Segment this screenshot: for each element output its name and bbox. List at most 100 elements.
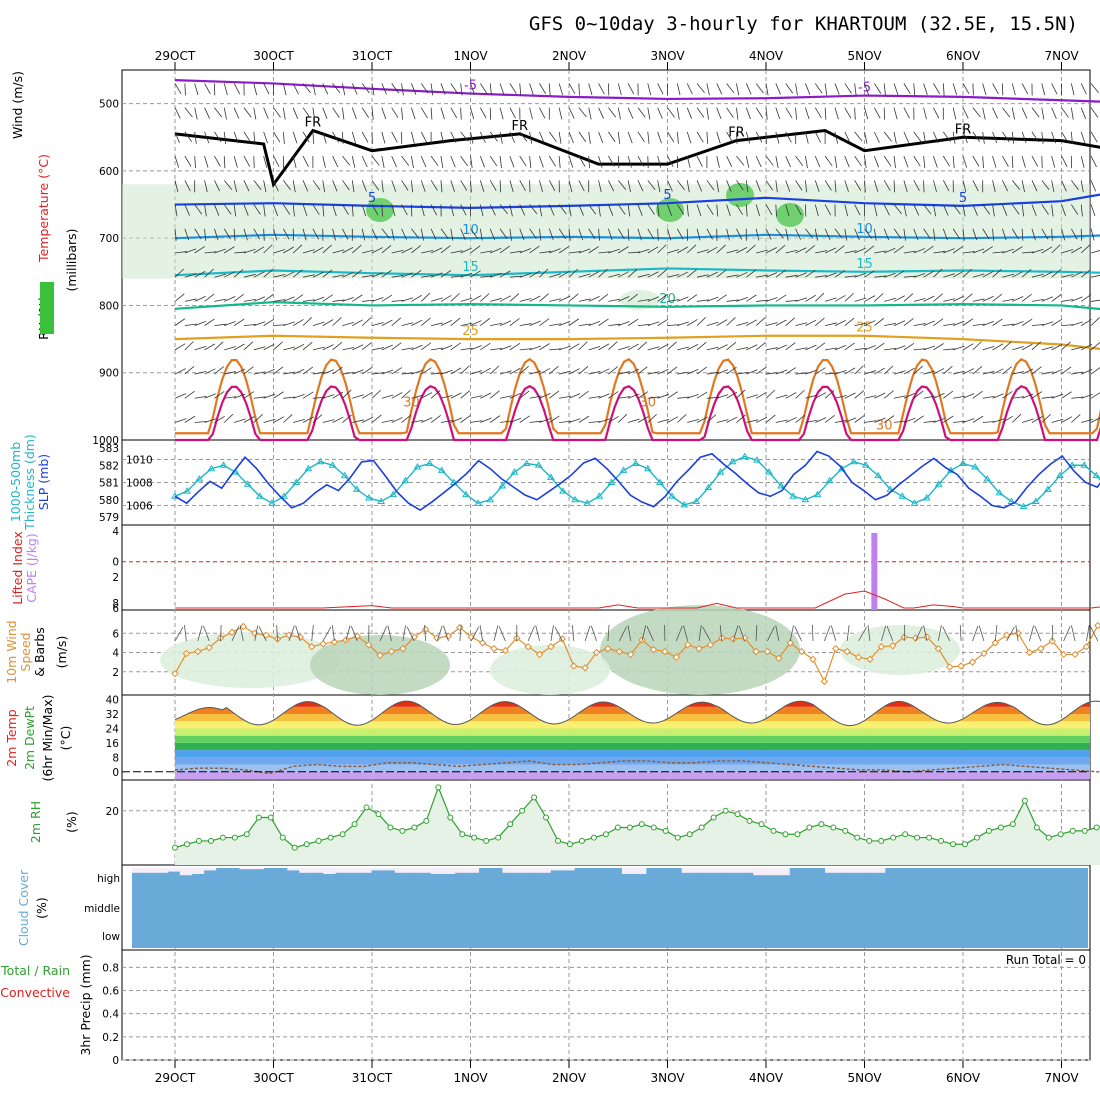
wind-barb bbox=[667, 416, 679, 423]
wind-barb bbox=[174, 318, 186, 326]
wind-barb bbox=[430, 83, 434, 96]
wind-barb bbox=[1071, 414, 1081, 423]
y-tick-label: 20 bbox=[106, 806, 119, 818]
wind-speed-point bbox=[889, 642, 897, 650]
wind-barb bbox=[1031, 341, 1042, 351]
wind-barb bbox=[460, 204, 467, 216]
rh2m-point bbox=[195, 837, 202, 844]
wind-barb bbox=[184, 415, 196, 423]
wind-barb bbox=[657, 294, 668, 302]
wind-barb bbox=[687, 369, 699, 375]
wind-barb bbox=[253, 246, 265, 254]
wind-barb bbox=[824, 107, 827, 120]
thickness-point bbox=[171, 492, 179, 499]
temperature-band bbox=[175, 771, 1090, 779]
wind-barb bbox=[746, 369, 758, 375]
temperature-band bbox=[175, 757, 1090, 765]
wind-barb bbox=[834, 369, 847, 375]
wind-barb bbox=[243, 155, 251, 167]
wind-barb bbox=[795, 247, 807, 254]
wind-barb bbox=[233, 204, 237, 217]
wind-barb bbox=[401, 83, 404, 96]
panel-y-label: 2m Temp bbox=[4, 709, 19, 766]
thickness-point bbox=[243, 480, 252, 487]
wind-speed-point bbox=[205, 643, 213, 652]
wind-barb bbox=[933, 83, 940, 94]
wind-barb bbox=[1011, 204, 1020, 215]
thickness-point bbox=[934, 480, 943, 487]
rh2m-point bbox=[662, 827, 669, 834]
wind-barb bbox=[371, 414, 382, 423]
rh2m-point bbox=[375, 811, 382, 818]
wind-speed-point bbox=[239, 622, 248, 631]
rh2m-point bbox=[878, 837, 885, 844]
wind-barb bbox=[440, 420, 453, 423]
wind-barb bbox=[903, 204, 907, 217]
wind-barb bbox=[401, 414, 412, 423]
surface-wind-barb bbox=[767, 626, 775, 642]
wind-barb bbox=[785, 107, 793, 119]
wind-barb bbox=[785, 317, 796, 326]
top-date-label: 31OCT bbox=[352, 49, 393, 63]
rh2m-point bbox=[842, 827, 849, 834]
wind-barb bbox=[490, 347, 503, 351]
surface-wind-barb bbox=[571, 624, 575, 641]
wind-barb bbox=[559, 370, 571, 375]
wind-barb bbox=[864, 180, 866, 193]
cloud-high-gap bbox=[442, 868, 456, 874]
wind-barb bbox=[667, 341, 677, 351]
wind-barb bbox=[696, 416, 708, 423]
wind-barb bbox=[814, 155, 821, 168]
wind-barb bbox=[755, 342, 766, 351]
wind-barb bbox=[795, 204, 802, 216]
contour-label: FR bbox=[511, 119, 528, 134]
rh2m-point bbox=[447, 814, 454, 821]
wind-barb bbox=[381, 228, 390, 239]
contour-label: 5 bbox=[663, 188, 671, 203]
wind-barb bbox=[558, 131, 562, 144]
wind-barb bbox=[391, 83, 400, 94]
wind-barb bbox=[1071, 346, 1084, 351]
wind-barb bbox=[637, 107, 646, 118]
rh2m-point bbox=[854, 834, 861, 841]
wind-barb bbox=[450, 275, 463, 278]
wind-barb bbox=[756, 249, 768, 254]
wind-barb bbox=[775, 244, 786, 254]
rh2m-point bbox=[363, 804, 370, 811]
cloud-high-gap bbox=[860, 868, 874, 873]
wind-barb bbox=[1061, 416, 1073, 423]
wind-barb bbox=[371, 204, 379, 216]
contour-label: 20 bbox=[659, 292, 676, 307]
wind-barb bbox=[1061, 391, 1072, 399]
wind-barb bbox=[1081, 369, 1093, 375]
y-tick-label: 579 bbox=[99, 512, 119, 524]
wind-barb bbox=[223, 228, 231, 240]
wind-barb bbox=[233, 318, 245, 326]
wind-barb bbox=[795, 297, 808, 302]
wind-barb bbox=[608, 391, 619, 399]
wind-barb bbox=[194, 204, 203, 215]
wind-barb bbox=[805, 369, 817, 375]
wind-barb bbox=[1031, 273, 1044, 278]
surface-wind-barb bbox=[443, 625, 449, 642]
wind-barb bbox=[539, 393, 551, 399]
wind-barb bbox=[706, 321, 719, 327]
thickness-point bbox=[183, 487, 192, 494]
cloud-high-gap bbox=[179, 868, 193, 876]
surface-wind-barb bbox=[738, 625, 746, 642]
wind-barb bbox=[686, 244, 697, 254]
wind-barb bbox=[401, 228, 407, 240]
wind-barb bbox=[509, 342, 521, 351]
wind-speed-point bbox=[1094, 621, 1100, 630]
wind-barb bbox=[923, 83, 928, 95]
wind-barb bbox=[559, 345, 571, 351]
top-date-label: 3NOV bbox=[650, 49, 685, 63]
surface-wind-barb bbox=[824, 625, 831, 642]
wind-barb bbox=[214, 415, 225, 423]
wind-barb bbox=[450, 155, 456, 168]
wind-barb bbox=[184, 273, 197, 278]
wind-barb bbox=[923, 131, 927, 144]
wind-barb bbox=[381, 244, 392, 254]
wind-barb bbox=[775, 344, 787, 351]
wind-barb bbox=[529, 107, 533, 120]
